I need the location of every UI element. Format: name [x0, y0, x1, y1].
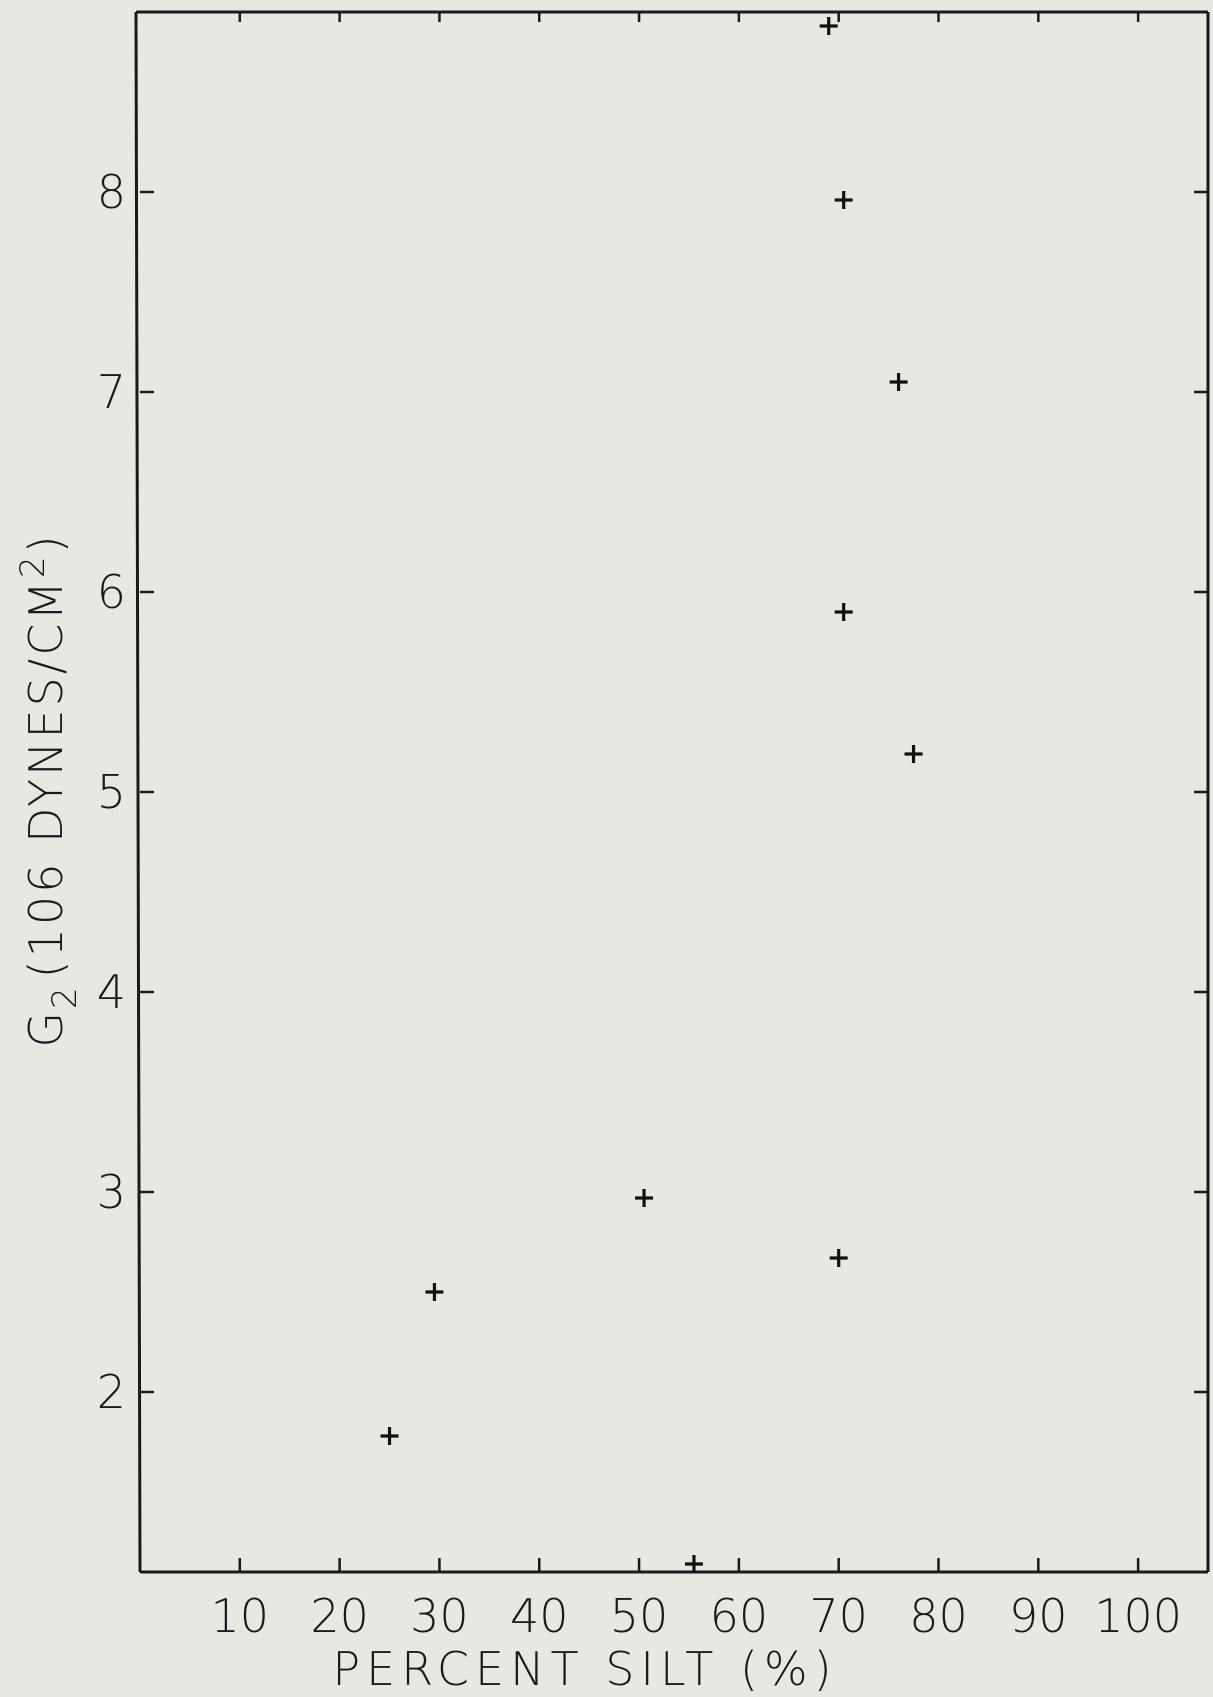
x-tick-label: 100	[1094, 1589, 1182, 1643]
x-tick-label: 70	[809, 1589, 868, 1643]
data-point	[380, 1427, 399, 1445]
plot-frame	[134, 10, 1210, 1574]
x-tick-label: 20	[310, 1589, 369, 1643]
y-axis-title-unit: (106 DYNES/CM	[19, 578, 73, 978]
data-point	[425, 1283, 444, 1301]
y-axis-title-symbol: G	[19, 1009, 73, 1048]
data-points	[380, 17, 923, 1573]
y-axis-title-subscript: 2	[45, 984, 85, 1009]
y-axis-title: G2(106 DYNES/CM2)	[13, 532, 85, 1047]
data-point	[829, 1249, 848, 1267]
data-point	[635, 1189, 654, 1207]
x-tick-label: 40	[510, 1589, 569, 1643]
x-tick-label: 30	[410, 1589, 469, 1643]
y-axis-title-close: )	[19, 532, 73, 553]
y-tick-label: 6	[97, 565, 126, 619]
y-axis-line	[134, 11, 142, 1573]
y-tick-label: 5	[97, 765, 126, 819]
x-tick-label: 10	[211, 1589, 270, 1643]
y-tick-label: 8	[97, 165, 126, 219]
x-axis-title: PERCENT SILT (%)	[332, 1642, 837, 1696]
y-axis-ticks: 2 3 4 5 6 7 8	[97, 165, 1208, 1419]
y-tick-label: 4	[97, 965, 126, 1019]
x-tick-label: 90	[1009, 1589, 1068, 1643]
data-point	[889, 373, 908, 391]
x-tick-label: 60	[710, 1589, 769, 1643]
x-axis-ticks: 10 20 30 40 50 60 70 80 90 100	[211, 12, 1182, 1643]
y-axis-title-superscript: 2	[13, 553, 53, 578]
y-tick-label: 7	[97, 365, 126, 419]
y-tick-label: 2	[97, 1365, 126, 1419]
data-point	[834, 191, 853, 209]
x-tick-label: 80	[909, 1589, 968, 1643]
x-tick-label: 50	[610, 1589, 669, 1643]
data-point	[684, 1555, 703, 1573]
data-point	[904, 745, 923, 763]
data-point	[819, 17, 838, 35]
y-tick-label: 3	[97, 1165, 126, 1219]
data-point	[834, 603, 853, 621]
